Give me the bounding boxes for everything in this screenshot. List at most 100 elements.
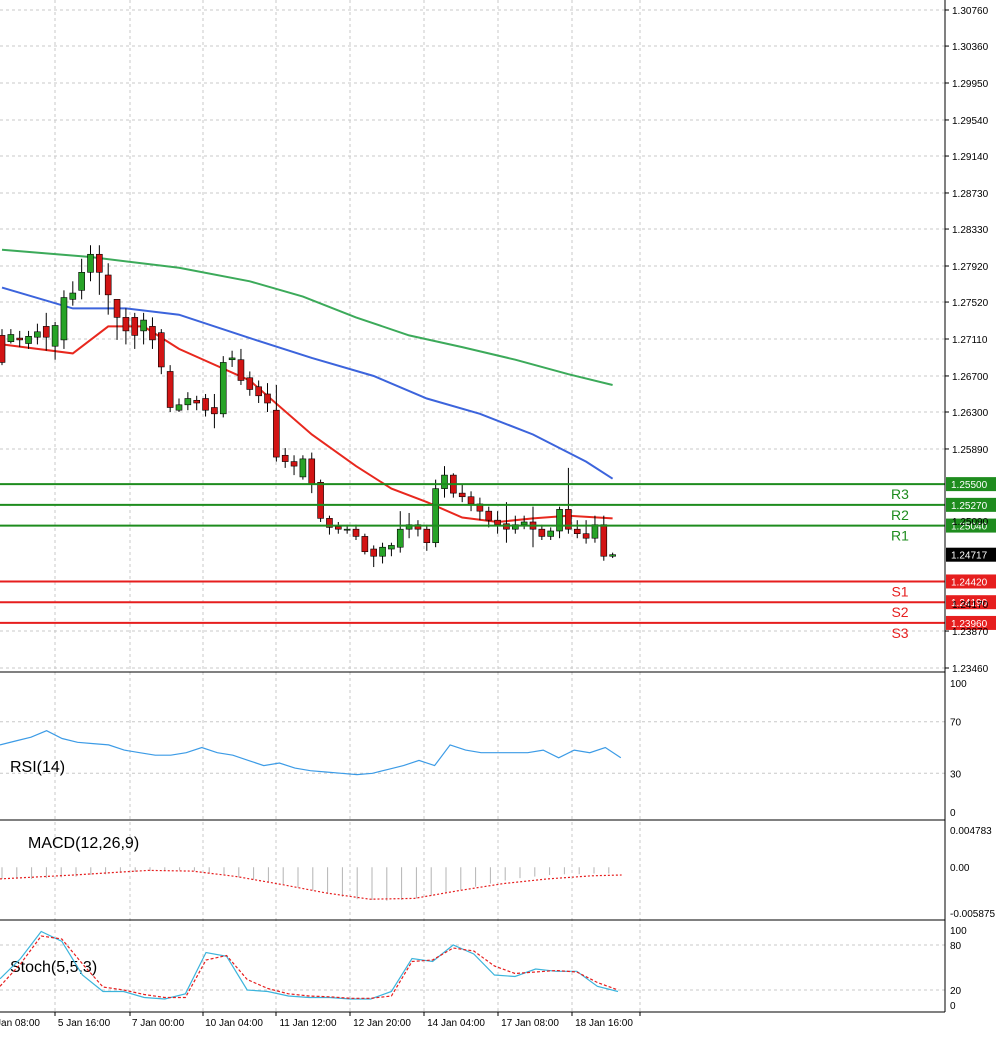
price-tick-label: 1.29140 xyxy=(952,152,989,163)
price-tick-label: 1.28730 xyxy=(952,189,989,200)
stoch-tick-label: 80 xyxy=(950,941,962,952)
bear-candle xyxy=(104,274,112,296)
price-tick-label: 1.23460 xyxy=(952,664,989,675)
stoch-signal-line xyxy=(0,935,619,999)
level-price-label: 1.23960 xyxy=(951,619,988,630)
ma-fast-line xyxy=(1,325,613,524)
rsi-tick-label: 0 xyxy=(950,808,956,819)
bear-candle xyxy=(423,528,431,544)
bear-candle xyxy=(246,377,254,390)
bull-candle xyxy=(60,297,68,341)
price-pane: 1.25500 R3 1.25270 R2 1.25040 R1 1.24420 S1 1.24… xyxy=(0,245,996,641)
bull-candle xyxy=(228,357,236,361)
bear-candle xyxy=(211,407,218,415)
price-tick-label: 1.23870 xyxy=(952,627,989,638)
bear-candle xyxy=(600,524,608,557)
macd-signal-line xyxy=(0,869,622,900)
level-price-box xyxy=(946,477,996,492)
bear-candle xyxy=(281,454,289,462)
bear-candle xyxy=(193,399,200,404)
bear-candle xyxy=(370,548,378,557)
bear-candle xyxy=(202,398,209,411)
bear-candle xyxy=(273,409,280,458)
bear-candle xyxy=(458,492,466,498)
bull-candle xyxy=(379,546,386,557)
price-tick-label: 1.27110 xyxy=(952,335,988,346)
level-price-box xyxy=(946,518,996,533)
stoch-tick-label: 0 xyxy=(950,1001,956,1012)
bear-candle xyxy=(485,510,493,521)
bear-candle xyxy=(122,317,130,332)
bear-candle xyxy=(255,386,262,397)
price-tick-label: 1.29540 xyxy=(952,116,989,127)
rsi-line xyxy=(0,730,622,776)
bull-candle xyxy=(609,554,616,557)
bear-candle xyxy=(42,326,50,338)
bear-candle xyxy=(0,335,6,363)
bear-candle xyxy=(565,509,572,530)
stoch-tick-label: 20 xyxy=(950,986,962,997)
macd-title: MACD(12,26,9) xyxy=(28,835,139,852)
time-tick-label: 7 Jan 00:00 xyxy=(132,1018,185,1029)
stoch-title: Stoch(5,5,3) xyxy=(10,959,97,976)
macd-tick-label: 0.004783 xyxy=(950,826,992,837)
time-tick-label: 12 Jan 20:00 xyxy=(353,1018,411,1029)
bear-candle xyxy=(467,496,475,505)
moving-averages xyxy=(1,248,614,524)
price-tick-label: 1.25890 xyxy=(952,445,989,456)
bull-candle xyxy=(140,319,147,332)
time-tick-label: 18 Jan 16:00 xyxy=(575,1018,633,1029)
level-price-label: 1.25040 xyxy=(951,522,988,533)
stoch-main-line xyxy=(0,930,619,1000)
bull-candle xyxy=(175,404,183,411)
macd-tick-label: 0.00 xyxy=(950,863,970,874)
bull-candle xyxy=(34,331,41,338)
price-tick-label: 1.30360 xyxy=(952,42,989,53)
bear-candle xyxy=(582,533,590,539)
stoch-pane: Stoch(5,5,3) xyxy=(0,930,619,1000)
bull-candle xyxy=(219,362,227,415)
time-tick-label: 5 Jan 16:00 xyxy=(58,1018,111,1029)
bull-candle xyxy=(520,521,528,525)
price-tick-label: 1.26700 xyxy=(952,372,989,383)
bear-candle xyxy=(16,337,24,341)
bull-candle xyxy=(299,458,307,478)
time-tick-label: 14 Jan 04:00 xyxy=(427,1018,485,1029)
bull-candle xyxy=(343,528,351,531)
grid xyxy=(0,0,945,1012)
bear-candle xyxy=(317,482,324,519)
level-name-s1: S1 xyxy=(891,583,908,599)
bear-candle xyxy=(166,371,174,408)
bull-candle xyxy=(184,398,192,406)
price-tick-label: 1.24170 xyxy=(952,600,989,611)
price-tick-label: 1.28330 xyxy=(952,225,989,236)
bear-candle xyxy=(158,332,165,368)
level-name-s3: S3 xyxy=(891,625,908,641)
bear-candle xyxy=(237,359,245,381)
level-price-label: 1.24190 xyxy=(951,598,988,609)
candlesticks xyxy=(0,245,616,568)
bear-candle xyxy=(131,317,139,336)
bear-candle xyxy=(149,326,156,341)
ma-slow-line xyxy=(1,248,613,386)
level-price-label: 1.24420 xyxy=(951,577,988,588)
bear-candle xyxy=(494,519,501,525)
time-tick-label: 11 Jan 12:00 xyxy=(279,1018,337,1029)
level-name-r3: R3 xyxy=(891,486,909,502)
level-name-r1: R1 xyxy=(891,528,909,544)
rsi-pane: RSI(14) xyxy=(0,730,622,776)
level-price-label: 1.25500 xyxy=(951,480,988,491)
level-price-label: 1.25270 xyxy=(951,501,988,512)
price-tick-label: 1.27520 xyxy=(952,298,989,309)
bear-candle xyxy=(96,253,103,273)
rsi-tick-label: 100 xyxy=(950,679,967,690)
level-price-box xyxy=(946,595,996,610)
macd-pane: MACD(12,26,9) xyxy=(0,835,622,901)
bear-candle xyxy=(538,528,546,537)
x-axis: Jan 08:00 5 Jan 16:00 7 Jan 00:00 10 Jan 04… xyxy=(0,1012,641,1029)
time-tick-label: 10 Jan 04:00 xyxy=(205,1018,263,1029)
current-price-box xyxy=(946,547,996,562)
macd-tick-label: -0.005875 xyxy=(950,909,995,920)
rsi-tick-label: 30 xyxy=(950,769,962,780)
price-tick-label: 1.30760 xyxy=(952,6,989,17)
